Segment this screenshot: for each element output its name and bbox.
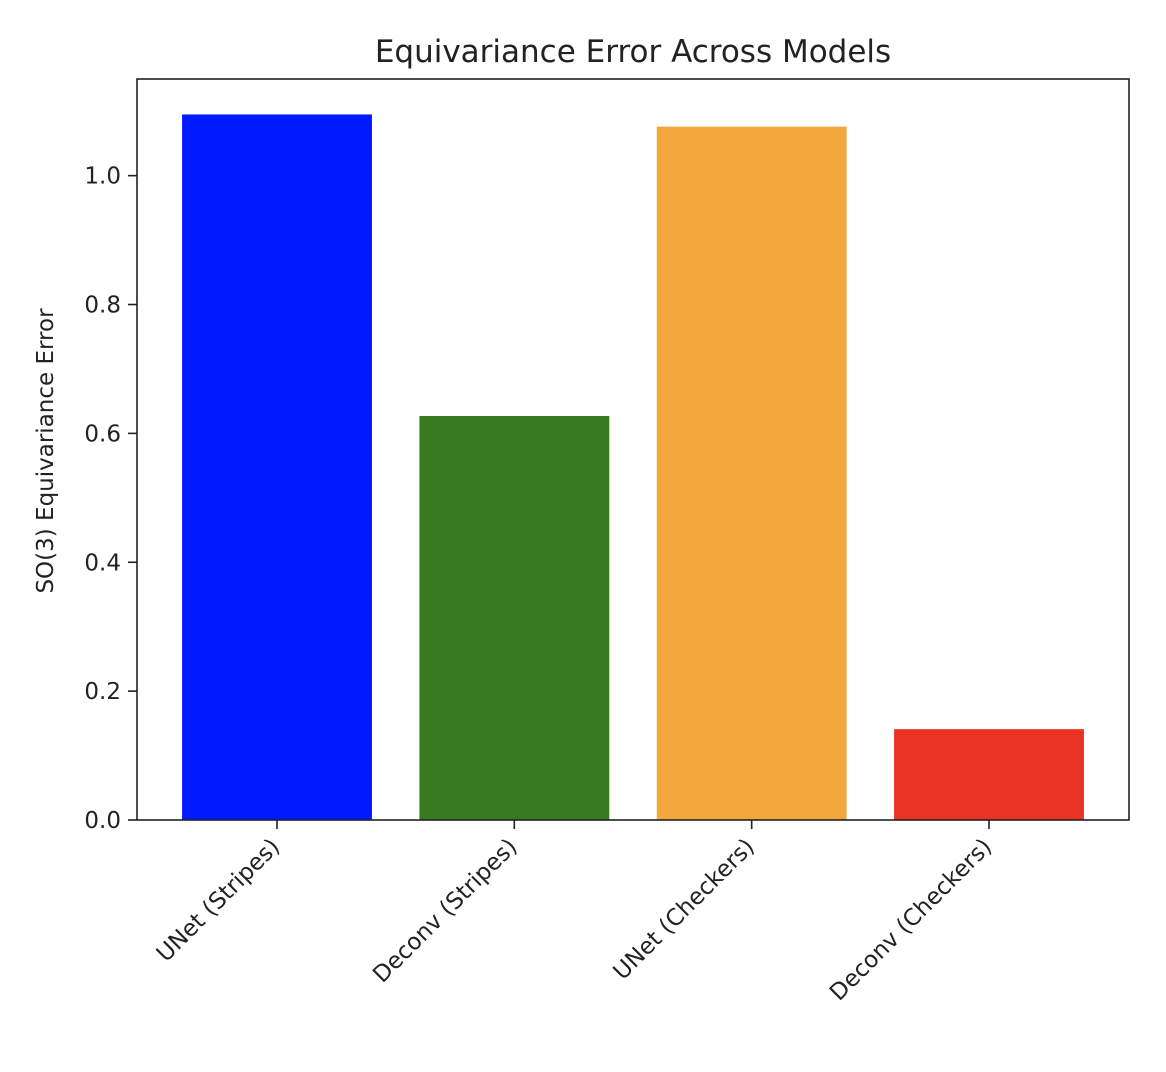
x-axis-ticks: UNet (Stripes) Deconv (Stripes) UNet (Chec… [152,820,997,1006]
chart-title: Equivariance Error Across Models [375,34,891,70]
x-tick-label-deconv-stripes: Deconv (Stripes) [368,834,522,988]
y-tick-label: 0.8 [84,293,121,319]
y-tick-label: 0.2 [84,679,121,705]
bar-deconv-checkers [894,729,1084,820]
x-tick-label-unet-stripes: UNet (Stripes) [152,834,285,967]
plot-area-frame [136,78,1130,821]
bar-unet-stripes [182,114,372,820]
y-tick-label: 1.0 [84,164,121,190]
y-axis-ticks: 0.0 0.2 0.4 0.6 0.8 1.0 [84,164,137,834]
y-tick-label: 0.4 [84,550,121,576]
bar-deconv-stripes [419,415,610,820]
x-tick-label-deconv-checkers: Deconv (Checkers) [825,834,997,1006]
bar-unet-checkers [656,126,847,821]
x-tick-label-unet-checkers: UNet (Checkers) [609,834,760,985]
y-axis-label: SO(3) Equivariance Error [33,308,59,594]
y-tick-label: 0.6 [84,421,121,447]
bars-group [182,114,1084,821]
y-tick-label: 0.0 [84,808,121,834]
